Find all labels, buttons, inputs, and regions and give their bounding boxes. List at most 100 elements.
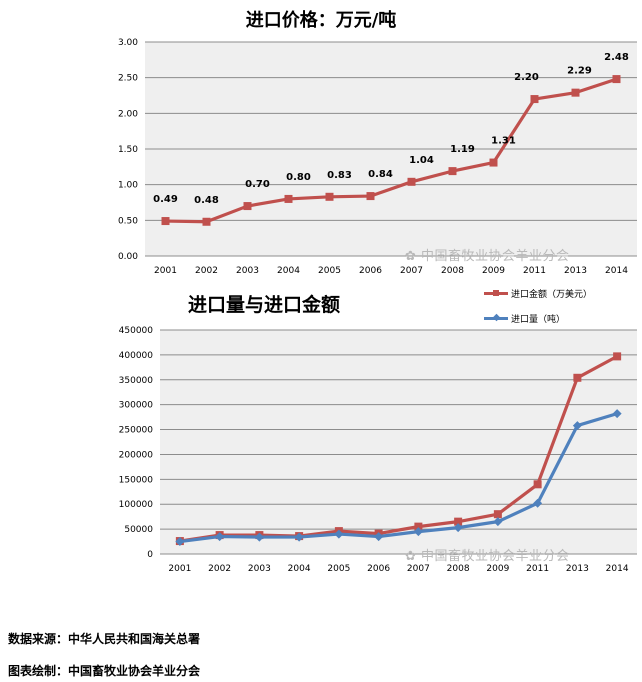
data-point	[493, 517, 503, 527]
x-tick-label: 2004	[277, 266, 300, 276]
y-tick-label: 450000	[119, 326, 154, 336]
data-point	[533, 480, 542, 489]
x-tick-label: 2014	[605, 266, 628, 276]
watermark-bottom: ✿ 中国畜牧业协会羊业分会	[405, 545, 570, 564]
author-note: 图表绘制：中国畜牧业协会羊业分会	[8, 664, 201, 678]
source-note: 数据来源：中华人民共和国海关总署	[8, 632, 201, 646]
data-label: 1.19	[450, 144, 475, 155]
legend-item-amount: 进口金额（万美元）	[484, 287, 592, 300]
legend-item-volume: 进口量（吨）	[484, 312, 565, 325]
x-tick-label: 2013	[566, 564, 589, 574]
chart2-title: 进口量与进口金额	[188, 294, 341, 316]
y-tick-label: 0.50	[118, 216, 138, 226]
data-label: 0.48	[194, 195, 219, 206]
data-point	[612, 75, 621, 84]
data-point	[243, 202, 252, 211]
data-point	[334, 529, 344, 539]
x-tick-label: 2001	[168, 564, 191, 574]
y-tick-label: 3.00	[118, 38, 138, 48]
y-tick-label: 1.00	[118, 181, 138, 191]
x-tick-label: 2005	[327, 564, 350, 574]
x-tick-label: 2002	[208, 564, 231, 574]
y-tick-label: 0	[147, 550, 153, 560]
data-point	[374, 532, 384, 542]
data-point	[533, 498, 543, 508]
wechat-icon: ✿	[405, 249, 417, 264]
x-tick-label: 2005	[318, 266, 341, 276]
data-label: 2.29	[567, 66, 592, 77]
x-tick-label: 2009	[482, 266, 505, 276]
y-tick-label: 2.50	[118, 74, 138, 84]
legend-amount-swatch	[484, 290, 508, 296]
y-tick-label: 200000	[119, 450, 154, 460]
x-tick-label: 2011	[523, 266, 546, 276]
data-point	[254, 532, 264, 542]
x-tick-label: 2009	[486, 564, 509, 574]
data-point	[284, 194, 293, 203]
data-label: 0.80	[286, 172, 311, 183]
data-point	[161, 217, 170, 226]
watermark-top: ✿ 中国畜牧业协会羊业分会	[405, 245, 570, 264]
chart1-title: 进口价格：万元/吨	[245, 10, 397, 31]
volume-amount-chart: 0 50000 100000 150000 200000 250000 300000 3500…	[119, 326, 637, 574]
data-label: 0.84	[368, 169, 393, 180]
data-point	[407, 177, 416, 186]
data-point	[294, 532, 304, 542]
data-label: 0.83	[327, 170, 352, 181]
x-tick-label: 2007	[407, 564, 430, 574]
data-label: 0.70	[245, 179, 270, 190]
data-point	[573, 373, 582, 382]
data-point	[448, 167, 457, 176]
y-tick-label: 150000	[119, 475, 154, 485]
x-tick-label: 2006	[359, 266, 382, 276]
series-line	[179, 412, 618, 544]
data-point	[612, 409, 622, 419]
legend-volume-label: 进口量（吨）	[511, 315, 566, 325]
data-label: 1.04	[409, 155, 434, 166]
y-tick-label: 300000	[119, 401, 154, 411]
y-tick-label: 100000	[119, 500, 154, 510]
series-line	[179, 354, 618, 543]
x-tick-label: 2008	[447, 564, 470, 574]
y-tick-label: 0.00	[118, 252, 138, 262]
data-point	[453, 523, 463, 533]
data-point	[572, 421, 582, 431]
y-tick-label: 1.50	[118, 145, 138, 155]
series-line	[165, 77, 618, 224]
y-tick-label: 350000	[119, 376, 154, 386]
data-point	[413, 527, 423, 537]
x-tick-label: 2011	[526, 564, 549, 574]
x-tick-label: 2003	[236, 266, 259, 276]
plot-area	[160, 330, 637, 554]
data-point	[493, 510, 502, 519]
data-point	[454, 517, 463, 526]
data-point	[489, 158, 498, 167]
data-point	[175, 537, 185, 547]
y-tick-label: 2.00	[118, 109, 138, 119]
data-point	[530, 95, 539, 104]
x-tick-label: 2001	[154, 266, 177, 276]
data-label: 2.20	[514, 72, 539, 83]
y-tick-label: 400000	[119, 351, 154, 361]
watermark-text: 中国畜牧业协会羊业分会	[421, 249, 570, 264]
price-chart: 0.00 0.50 1.00 1.50 2.00 2.50 3.00 2001 2002 2003…	[118, 38, 637, 276]
y-tick-label: 50000	[124, 525, 153, 535]
data-label: 1.31	[491, 136, 516, 147]
data-point	[325, 192, 334, 201]
x-tick-label: 2008	[441, 266, 464, 276]
x-tick-label: 2004	[288, 564, 311, 574]
x-tick-label: 2006	[367, 564, 390, 574]
data-point	[366, 192, 375, 201]
data-label: 2.48	[604, 52, 629, 63]
x-tick-label: 2013	[564, 266, 587, 276]
x-tick-label: 2014	[606, 564, 629, 574]
data-label: 0.49	[153, 194, 178, 205]
x-tick-label: 2002	[195, 266, 218, 276]
data-point	[571, 88, 580, 97]
data-point	[202, 217, 211, 226]
x-tick-label: 2003	[248, 564, 271, 574]
data-point	[613, 352, 622, 361]
legend-amount-label: 进口金额（万美元）	[511, 290, 593, 300]
x-tick-label: 2007	[400, 266, 423, 276]
wechat-icon: ✿	[405, 549, 417, 564]
